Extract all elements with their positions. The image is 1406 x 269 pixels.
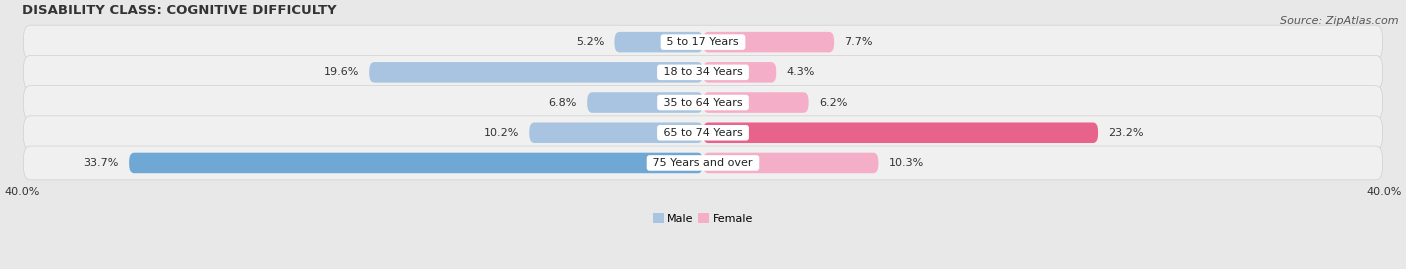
FancyBboxPatch shape (24, 55, 1382, 89)
Text: 5.2%: 5.2% (576, 37, 605, 47)
Legend: Male, Female: Male, Female (648, 209, 758, 228)
FancyBboxPatch shape (24, 86, 1382, 119)
Text: 75 Years and over: 75 Years and over (650, 158, 756, 168)
Text: Source: ZipAtlas.com: Source: ZipAtlas.com (1281, 16, 1399, 26)
Text: 10.2%: 10.2% (484, 128, 519, 138)
FancyBboxPatch shape (703, 153, 879, 173)
FancyBboxPatch shape (614, 32, 703, 52)
Text: 35 to 64 Years: 35 to 64 Years (659, 98, 747, 108)
Text: 65 to 74 Years: 65 to 74 Years (659, 128, 747, 138)
FancyBboxPatch shape (529, 122, 703, 143)
FancyBboxPatch shape (703, 32, 834, 52)
FancyBboxPatch shape (24, 25, 1382, 59)
FancyBboxPatch shape (370, 62, 703, 83)
FancyBboxPatch shape (703, 122, 1098, 143)
Text: 5 to 17 Years: 5 to 17 Years (664, 37, 742, 47)
Text: 19.6%: 19.6% (323, 67, 359, 77)
FancyBboxPatch shape (24, 116, 1382, 150)
Text: 7.7%: 7.7% (845, 37, 873, 47)
Text: 6.2%: 6.2% (818, 98, 848, 108)
Text: 4.3%: 4.3% (786, 67, 815, 77)
FancyBboxPatch shape (703, 92, 808, 113)
Text: 6.8%: 6.8% (548, 98, 576, 108)
Text: 33.7%: 33.7% (83, 158, 120, 168)
FancyBboxPatch shape (129, 153, 703, 173)
FancyBboxPatch shape (24, 146, 1382, 180)
Text: 18 to 34 Years: 18 to 34 Years (659, 67, 747, 77)
FancyBboxPatch shape (588, 92, 703, 113)
FancyBboxPatch shape (703, 62, 776, 83)
Text: DISABILITY CLASS: COGNITIVE DIFFICULTY: DISABILITY CLASS: COGNITIVE DIFFICULTY (22, 4, 336, 17)
Text: 23.2%: 23.2% (1108, 128, 1144, 138)
Text: 10.3%: 10.3% (889, 158, 924, 168)
